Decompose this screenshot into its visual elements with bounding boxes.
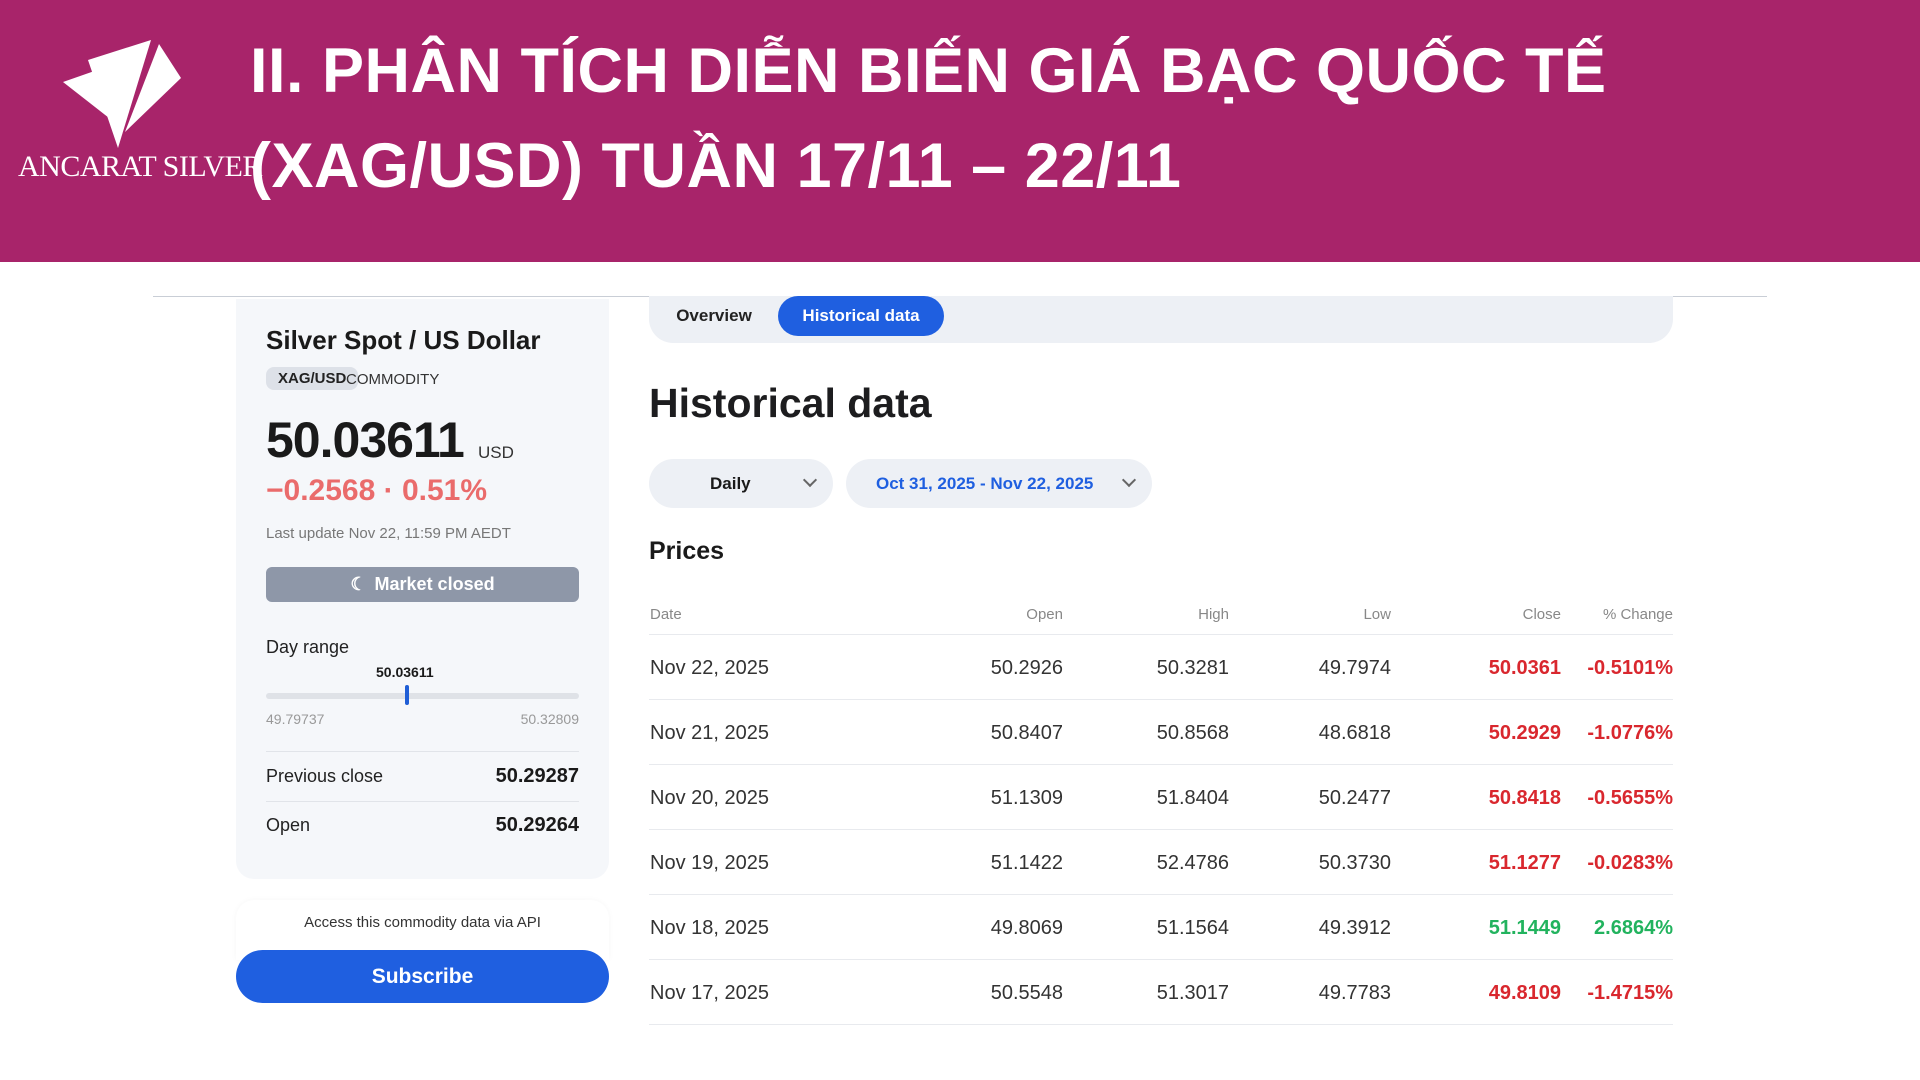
cell-low: 49.3912 [1318, 917, 1391, 939]
diamond-logo-icon [63, 40, 181, 148]
table-row: Nov 18, 2025 49.8069 51.1564 49.3912 51.1449… [649, 895, 1673, 960]
cell-high: 50.8568 [1156, 722, 1229, 744]
col-header-date: Date [650, 606, 682, 623]
divider [266, 801, 579, 802]
col-header-high: High [1198, 606, 1229, 623]
ancarat-silver-logo: ANCARAT SILVER [18, 40, 262, 190]
cell-high: 52.4786 [1156, 852, 1229, 874]
tab-historical-data[interactable]: Historical data [778, 296, 944, 336]
current-price: 50.03611 [266, 412, 465, 468]
open-value: 50.29264 [495, 814, 579, 836]
cell-change: -1.0776% [1587, 722, 1673, 744]
cell-change: -0.5655% [1587, 787, 1673, 809]
cell-close: 50.0361 [1488, 657, 1561, 679]
cell-close: 51.1449 [1488, 917, 1561, 939]
cell-open: 51.1309 [990, 787, 1063, 809]
market-status-label: Market closed [374, 574, 495, 594]
header-banner [0, 0, 1920, 262]
currency: USD [478, 443, 514, 462]
cell-change: -0.0283% [1587, 852, 1673, 874]
cell-close: 50.2929 [1488, 722, 1561, 744]
section-title-prices: Prices [649, 537, 725, 565]
cell-low: 48.6818 [1318, 722, 1391, 744]
divider [266, 751, 579, 752]
tab-overview[interactable]: Overview [676, 306, 752, 325]
cell-high: 50.3281 [1156, 657, 1229, 679]
date-range-value: Oct 31, 2025 - Nov 22, 2025 [876, 473, 1094, 493]
divider [649, 634, 1673, 635]
table-row: Nov 19, 2025 51.1422 52.4786 50.3730 51.1277… [649, 830, 1673, 895]
cell-high: 51.3017 [1156, 982, 1229, 1004]
cell-high: 51.8404 [1156, 787, 1229, 809]
cell-open: 49.8069 [990, 917, 1063, 939]
moon-icon: ☾ [350, 574, 367, 594]
instrument-type: COMMODITY [346, 371, 440, 388]
page-title: Historical data [649, 380, 932, 426]
chevron-down-icon [1121, 472, 1137, 488]
cell-open: 50.2926 [990, 657, 1063, 679]
cell-close: 49.8109 [1488, 982, 1561, 1004]
cell-date: Nov 18, 2025 [650, 917, 769, 939]
day-range-track [266, 693, 579, 699]
cell-high: 51.1564 [1156, 917, 1229, 939]
cell-open: 50.8407 [990, 722, 1063, 744]
cell-change: -0.5101% [1587, 657, 1673, 679]
col-header-low: Low [1363, 606, 1391, 623]
cell-date: Nov 22, 2025 [650, 657, 769, 679]
cell-close: 51.1277 [1488, 852, 1561, 874]
table-row: Nov 20, 2025 51.1309 51.8404 50.2477 50.8418… [649, 765, 1673, 830]
price-change: −0.2568 · 0.51% [266, 474, 488, 507]
cell-date: Nov 20, 2025 [650, 787, 769, 809]
day-range-label: Day range [266, 637, 350, 657]
table-row: Nov 22, 2025 50.2926 50.3281 49.7974 50.0361… [649, 635, 1673, 700]
tab-bar: Overview Historical data [649, 296, 1673, 343]
instrument-title: Silver Spot / US Dollar [266, 325, 541, 355]
date-range-dropdown[interactable]: Oct 31, 2025 - Nov 22, 2025 [846, 459, 1152, 508]
cell-date: Nov 19, 2025 [650, 852, 769, 874]
table-row: Nov 17, 2025 50.5548 51.3017 49.7783 49.8109… [649, 960, 1673, 1025]
open-label: Open [266, 815, 311, 835]
cell-date: Nov 21, 2025 [650, 722, 769, 744]
chevron-down-icon [802, 472, 818, 488]
cell-low: 49.7783 [1318, 982, 1391, 1004]
cell-change: 2.6864% [1594, 917, 1673, 939]
interval-dropdown[interactable]: Daily [649, 459, 833, 508]
table-row: Nov 21, 2025 50.8407 50.8568 48.6818 50.2929… [649, 700, 1673, 765]
brand-name: ANCARAT SILVER [18, 150, 262, 183]
banner-title-line2: (XAG/USD) TUẦN 17/11 – 22/11 [250, 131, 1182, 201]
col-header-open: Open [1026, 606, 1063, 623]
interval-value: Daily [710, 473, 751, 493]
banner-title-line1: II. PHÂN TÍCH DIỄN BIẾN GIÁ BẠC QUỐC TẾ [250, 36, 1607, 106]
day-range-high: 50.32809 [520, 711, 579, 727]
cell-low: 50.3730 [1318, 852, 1391, 874]
cell-open: 50.5548 [990, 982, 1063, 1004]
day-range-marker [404, 685, 409, 705]
col-header-close: Close [1522, 606, 1561, 623]
prev-close-label: Previous close [266, 766, 384, 786]
market-status-button[interactable]: ☾ Market closed [266, 567, 579, 602]
cell-low: 49.7974 [1318, 657, 1391, 679]
cell-close: 50.8418 [1488, 787, 1561, 809]
subscribe-button[interactable]: Subscribe [236, 950, 609, 1003]
cell-open: 51.1422 [990, 852, 1063, 874]
cell-change: -1.4715% [1587, 982, 1673, 1004]
day-range-current: 50.03611 [376, 664, 434, 680]
cell-low: 50.2477 [1318, 787, 1391, 809]
col-header-change: % Change [1602, 606, 1673, 623]
cell-date: Nov 17, 2025 [650, 982, 769, 1004]
quote-card: Silver Spot / US Dollar XAG/USD COMMODIT… [236, 299, 609, 879]
symbol-badge: XAG/USD [266, 367, 359, 390]
prev-close-value: 50.29287 [495, 765, 579, 787]
last-update: Last update Nov 22, 11:59 PM AEDT [266, 525, 511, 542]
day-range-low: 49.79737 [266, 711, 325, 727]
